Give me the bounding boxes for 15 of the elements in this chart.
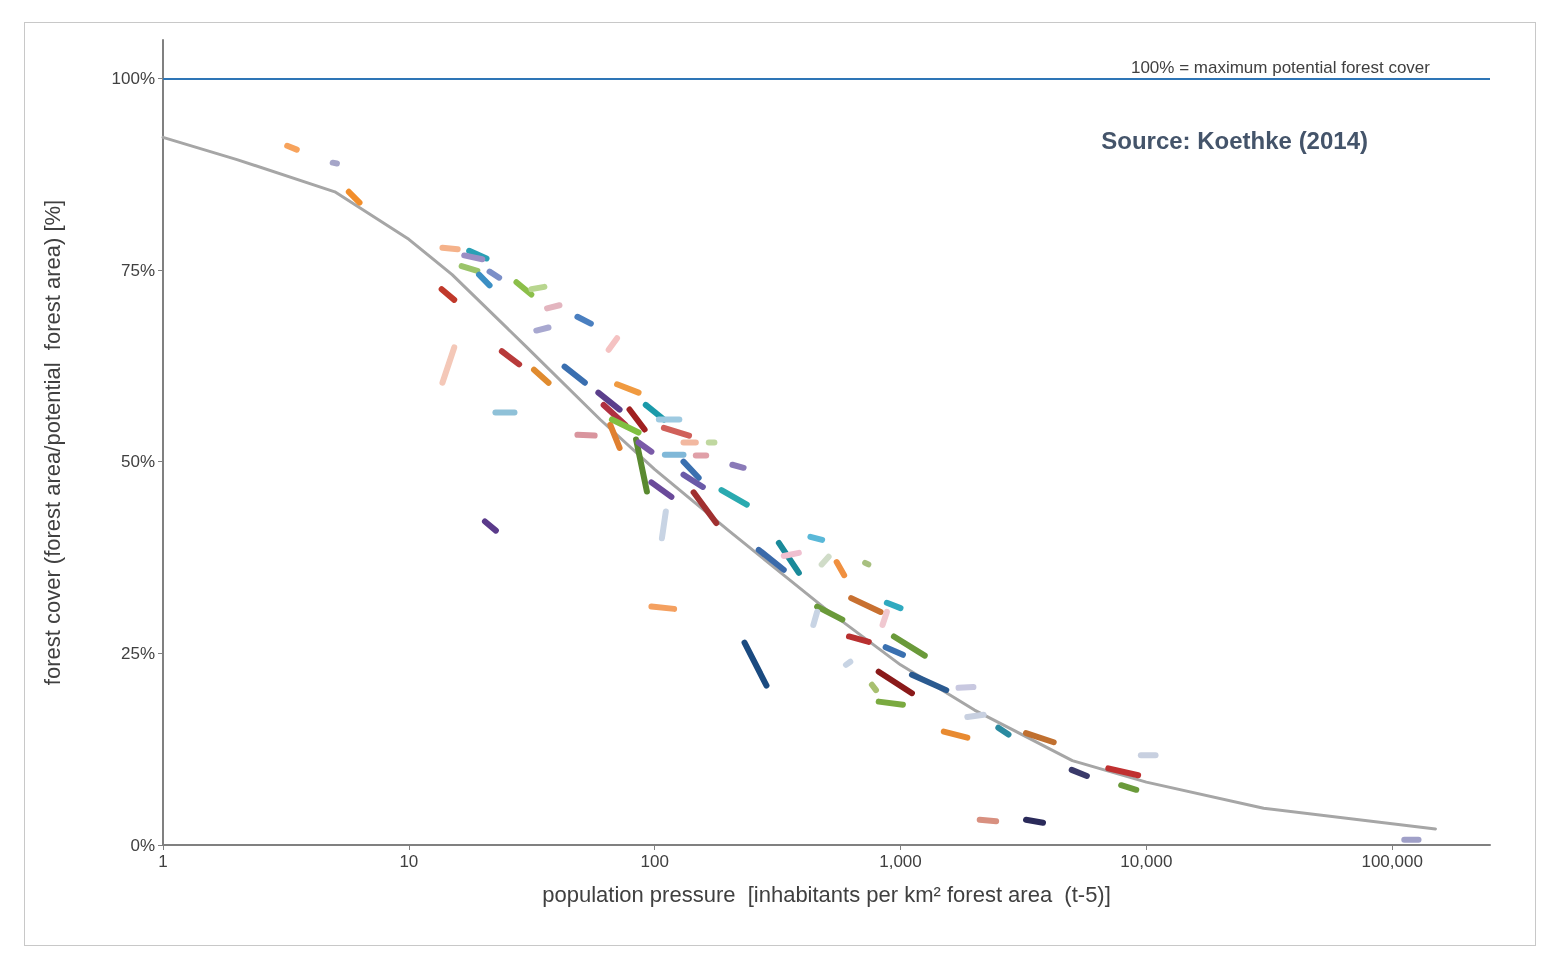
- y-tick-label: 25%: [120, 643, 155, 663]
- x-tick-label: 1: [158, 852, 168, 871]
- x-axis-title: population pressure [inhabitants per km² forest area (t-5)]: [542, 881, 1111, 907]
- x-tick-label: 10: [399, 852, 419, 871]
- y-tick-label: 0%: [130, 835, 155, 855]
- annotation: Source: Koethke (2014): [1101, 126, 1369, 154]
- x-tick-label: 100: [640, 852, 669, 871]
- y-tick-label: 50%: [120, 452, 155, 472]
- x-tick-label: 1,000: [879, 852, 922, 871]
- ref-line-label: 100% = maximum potential forest cover: [1130, 58, 1431, 78]
- y-tick-label: 75%: [120, 260, 155, 280]
- x-tick-label: 100,000: [1361, 852, 1423, 871]
- x-tick-label: 10,000: [1120, 852, 1173, 871]
- y-tick-label: 100%: [111, 68, 155, 88]
- y-axis-title: forest cover (forest area/potential forest area) [%]: [39, 199, 65, 686]
